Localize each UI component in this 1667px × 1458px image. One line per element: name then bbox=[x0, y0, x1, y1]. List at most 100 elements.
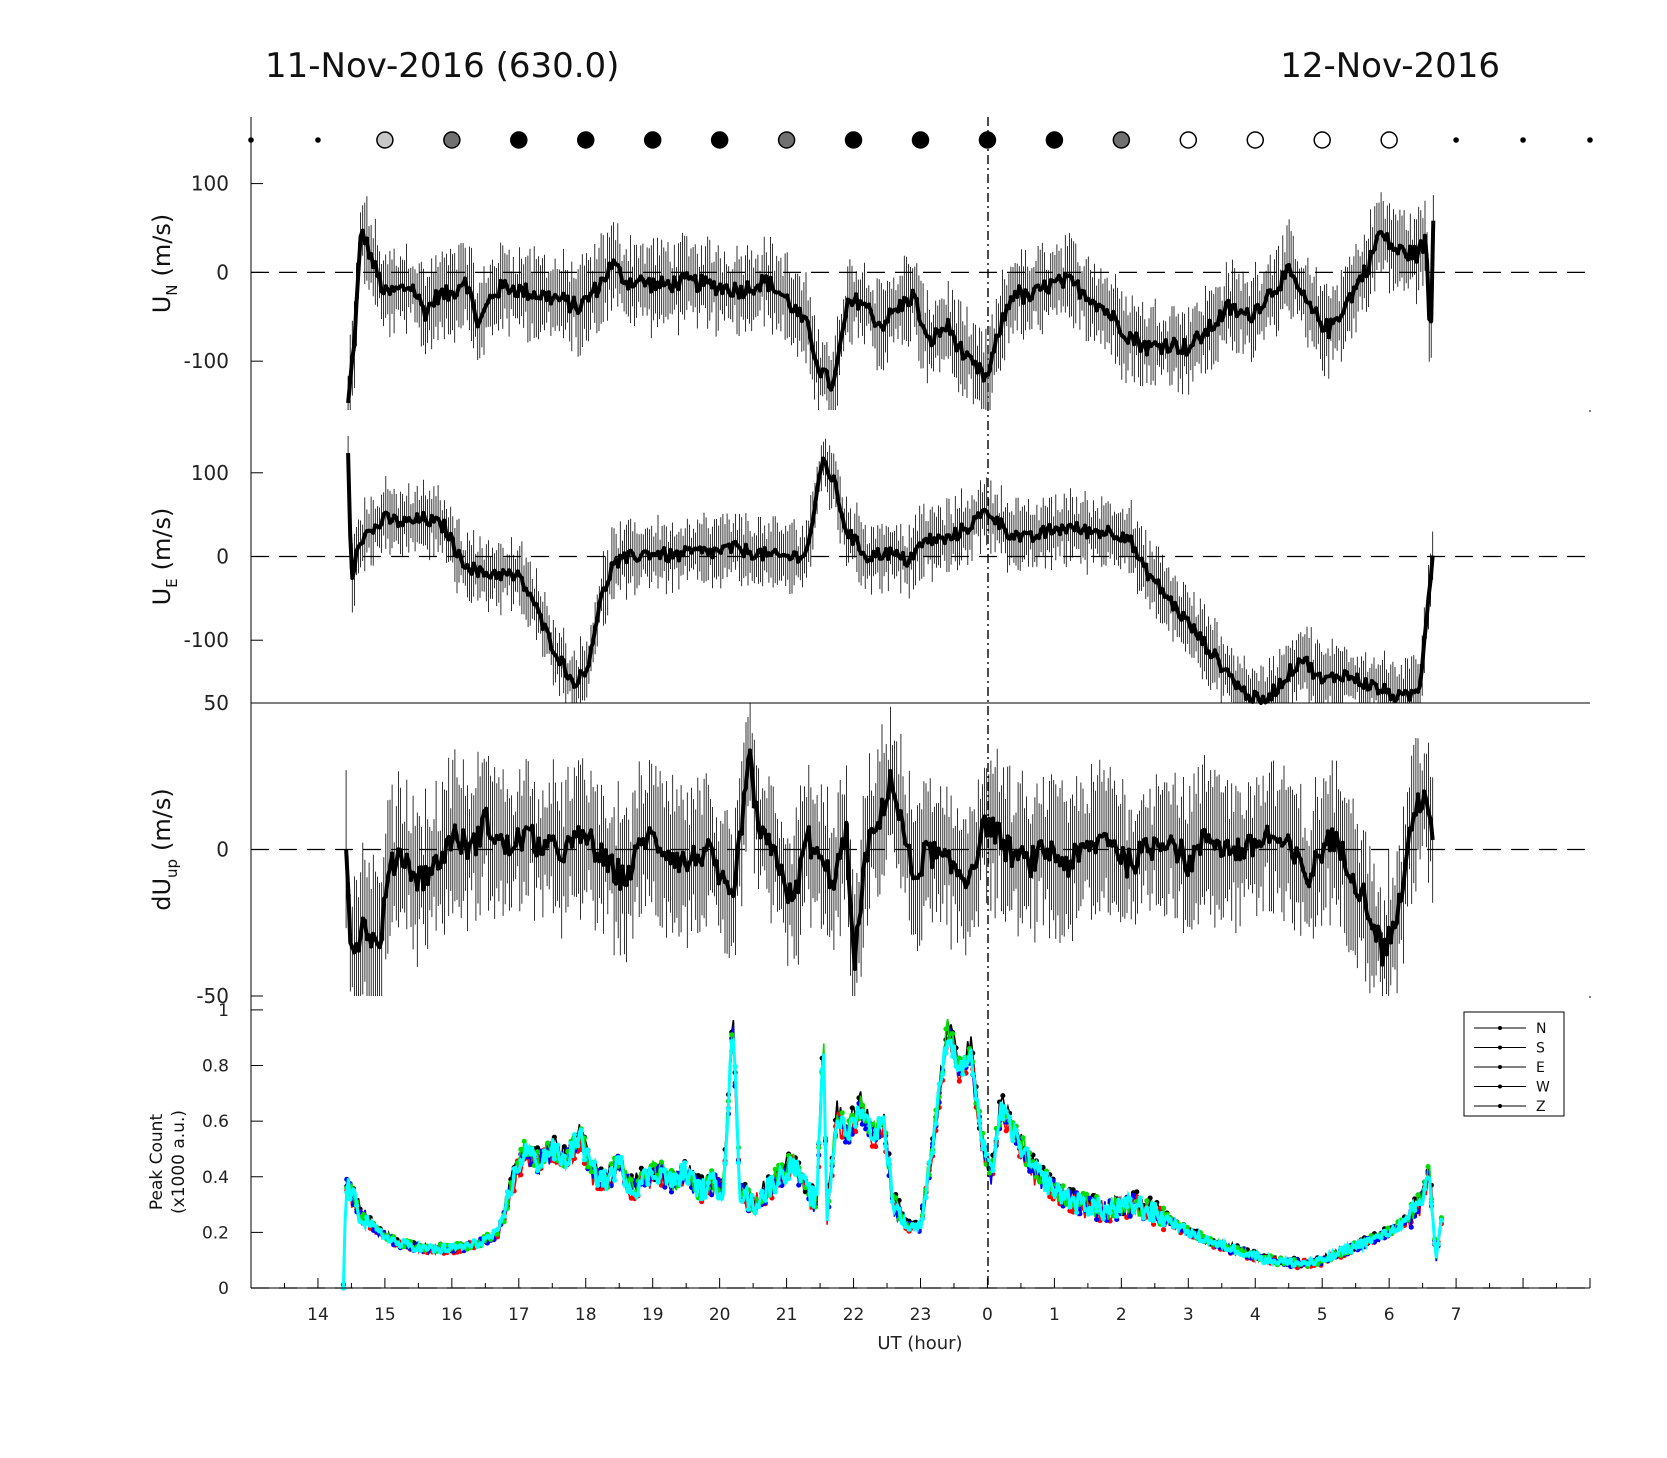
x-tick-label: 20 bbox=[709, 1305, 731, 1325]
panel-ue: 100 0 -100 UE (m/s) bbox=[148, 410, 1590, 705]
y-label-unit: (m/s) bbox=[148, 508, 176, 571]
sky-marker bbox=[911, 131, 930, 149]
legend-dot bbox=[1498, 1026, 1502, 1030]
x-tick-label: 15 bbox=[374, 1305, 396, 1325]
peak-series-points-Z bbox=[340, 1039, 1444, 1291]
sky-marker-dot bbox=[1453, 137, 1459, 143]
sky-marker bbox=[1112, 131, 1131, 149]
panel-peak: 0 0.2 0.4 0.6 0.8 1 Peak Count (x1000 a.u.) bbox=[147, 996, 1590, 1299]
peak-series-points-W bbox=[340, 1026, 1444, 1291]
x-tick-label: 5 bbox=[1317, 1305, 1328, 1325]
peak-y-label-line2: (x1000 a.u.) bbox=[169, 1110, 189, 1214]
y-tick-label: 0.8 bbox=[202, 1057, 229, 1077]
x-axis: 14 15 16 17 18 19 20 21 22 23 0 1 2 3 4 5 6 7 bbox=[250, 1278, 1591, 1325]
y-tick-label: 0 bbox=[216, 260, 229, 284]
peak-series-W bbox=[342, 1018, 1443, 1289]
wind-series-line bbox=[344, 748, 1435, 971]
x-tick-label: 0 bbox=[982, 1305, 993, 1325]
sky-marker bbox=[510, 131, 528, 149]
sky-marker bbox=[844, 131, 863, 149]
y-tick-label: 0 bbox=[216, 838, 229, 862]
y-tick-label: 100 bbox=[191, 172, 229, 196]
legend-label: E bbox=[1536, 1060, 1545, 1076]
peak-series-Z bbox=[341, 1037, 1443, 1289]
x-tick-label: 17 bbox=[508, 1305, 530, 1325]
x-tick-label: 7 bbox=[1451, 1305, 1462, 1325]
panel-un: 100 0 -100 UN (m/s) bbox=[148, 117, 1590, 410]
x-tick-label: 23 bbox=[910, 1305, 932, 1325]
sky-marker-dot bbox=[1520, 137, 1526, 143]
y-tick-label: 1 bbox=[218, 1001, 229, 1021]
sky-condition-markers bbox=[248, 131, 1593, 149]
x-axis-label: UT (hour) bbox=[877, 1333, 962, 1354]
y-label-sub: E bbox=[163, 578, 181, 587]
legend-dot bbox=[1498, 1104, 1502, 1108]
y-tick-label: 0 bbox=[216, 545, 229, 569]
peak-y-label-line1: Peak Count bbox=[147, 1114, 167, 1211]
legend-label: N bbox=[1536, 1021, 1546, 1037]
y-label-main: dU bbox=[148, 878, 176, 911]
left-title: 11-Nov-2016 (630.0) bbox=[265, 46, 619, 86]
legend-label: S bbox=[1536, 1041, 1545, 1057]
wind-series-line bbox=[346, 453, 1435, 705]
sky-marker-dot bbox=[315, 137, 321, 143]
sky-marker bbox=[777, 131, 796, 149]
legend-dot bbox=[1498, 1045, 1502, 1050]
y-label-sub: up bbox=[163, 859, 181, 878]
x-tick-label: 6 bbox=[1384, 1305, 1395, 1325]
y-tick-label: -100 bbox=[184, 349, 229, 373]
y-tick-label: 0 bbox=[218, 1279, 229, 1299]
y-label-unit: (m/s) bbox=[148, 214, 176, 277]
sky-marker bbox=[1179, 131, 1198, 149]
x-tick-label: 14 bbox=[307, 1305, 329, 1325]
y-label-main: U bbox=[148, 296, 176, 314]
error-bars bbox=[347, 192, 1434, 410]
sky-marker bbox=[643, 131, 662, 149]
sky-marker bbox=[1246, 131, 1264, 149]
sky-marker bbox=[1313, 131, 1331, 149]
sky-marker bbox=[1045, 131, 1064, 149]
y-tick-label: -50 bbox=[196, 984, 229, 1008]
sky-marker bbox=[1380, 131, 1398, 149]
sky-marker-dot bbox=[1587, 137, 1593, 143]
y-tick-label: 0.6 bbox=[202, 1112, 229, 1132]
x-tick-label: 3 bbox=[1183, 1305, 1194, 1325]
y-tick-label: 0.2 bbox=[202, 1223, 229, 1243]
panel-dup: 50 0 -50 dUup (m/s) bbox=[148, 410, 1591, 1008]
y-tick-label: 100 bbox=[191, 461, 229, 485]
y-label-unit: (m/s) bbox=[148, 788, 176, 851]
x-tick-label: 22 bbox=[843, 1305, 865, 1325]
wind-series-line bbox=[346, 220, 1436, 404]
x-tick-label: 2 bbox=[1116, 1305, 1127, 1325]
y-tick-label: 50 bbox=[204, 691, 229, 715]
y-tick-label: -100 bbox=[184, 628, 229, 652]
y-label-main: U bbox=[148, 588, 176, 606]
right-title: 12-Nov-2016 bbox=[1280, 46, 1500, 86]
legend-label: W bbox=[1536, 1080, 1550, 1096]
peak-series-points-N bbox=[340, 1027, 1444, 1288]
sky-marker bbox=[443, 131, 461, 149]
x-tick-label: 19 bbox=[642, 1305, 664, 1325]
legend-box bbox=[1463, 1011, 1565, 1117]
peak-series-points-E bbox=[340, 1027, 1444, 1291]
y-axis-label: dUup (m/s) bbox=[148, 788, 181, 911]
y-label-sub: N bbox=[163, 284, 181, 295]
peak-series-E bbox=[342, 1025, 1443, 1289]
x-tick-label: 21 bbox=[776, 1305, 798, 1325]
x-tick-label: 16 bbox=[441, 1305, 463, 1325]
peak-series-points-S bbox=[340, 1030, 1444, 1288]
legend-label: Z bbox=[1536, 1099, 1546, 1115]
peak-series-S bbox=[342, 1032, 1443, 1285]
y-tick-label: 0.4 bbox=[202, 1168, 229, 1188]
x-tick-label: 1 bbox=[1049, 1305, 1060, 1325]
x-tick-label: 4 bbox=[1250, 1305, 1261, 1325]
legend-dot bbox=[1498, 1065, 1502, 1069]
sky-marker bbox=[376, 131, 394, 149]
sky-marker bbox=[710, 131, 729, 149]
y-axis-label: UN (m/s) bbox=[148, 214, 181, 314]
x-tick-label: 18 bbox=[575, 1305, 597, 1325]
y-axis-label: UE (m/s) bbox=[148, 508, 181, 606]
sky-marker bbox=[577, 131, 595, 149]
